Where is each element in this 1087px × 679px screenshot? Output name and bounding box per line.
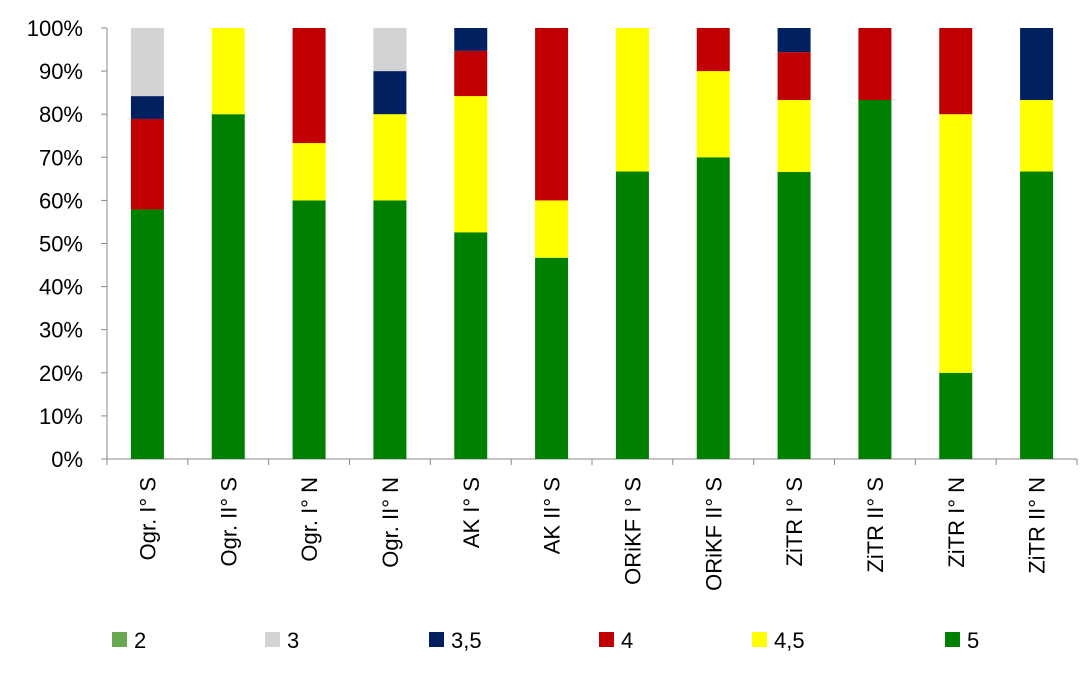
x-category-label: Ogr. II° S: [216, 477, 241, 567]
bar-segment: [535, 28, 569, 201]
bar-segment: [696, 28, 730, 72]
y-tick-label: 20%: [39, 361, 83, 386]
legend-label: 4,5: [774, 628, 805, 653]
y-tick-label: 40%: [39, 275, 83, 300]
bar-segment: [373, 200, 407, 459]
bar-segment: [292, 28, 326, 144]
bar-segment: [615, 28, 649, 172]
bar-segment: [535, 200, 569, 258]
legend-label: 2: [134, 628, 146, 653]
bar-segment: [615, 171, 649, 459]
x-category-label: ZiTR II° S: [863, 477, 888, 573]
x-category-label: AK I° S: [459, 477, 484, 548]
legend-label: 5: [967, 628, 979, 653]
bar-segment: [292, 200, 326, 459]
bar-segment: [939, 28, 973, 115]
bar-segment: [454, 232, 488, 459]
bar-segment: [858, 99, 892, 460]
bar-segment: [777, 171, 811, 460]
x-category-label: ZiTR II° N: [1025, 477, 1050, 574]
bar-segment: [373, 71, 407, 115]
y-tick-label: 70%: [39, 145, 83, 170]
bar-segment: [939, 114, 973, 373]
legend-swatch: [945, 632, 960, 647]
legend-swatch: [265, 632, 280, 647]
legend-swatch: [752, 632, 767, 647]
legend-label: 3: [287, 628, 299, 653]
x-category-label: Ogr. I° S: [135, 477, 160, 560]
bar-segment: [1020, 28, 1054, 100]
legend-label: 3,5: [451, 628, 482, 653]
legend-swatch: [599, 632, 614, 647]
bar-segment: [777, 28, 811, 53]
bar-segment: [292, 143, 326, 201]
legend-swatch: [429, 632, 444, 647]
bar-segment: [130, 209, 164, 459]
x-category-label: AK II° S: [540, 477, 565, 554]
bar-segment: [130, 28, 164, 97]
bar-segment: [939, 372, 973, 459]
bar-segment: [454, 28, 488, 51]
bar-segment: [130, 118, 164, 210]
x-category-label: ORiKF I° S: [620, 477, 645, 585]
x-category-label: Ogr. II° N: [378, 477, 403, 568]
legend: 2 3 3,5 4 4,5 5: [112, 628, 979, 653]
bar-segment: [454, 50, 488, 97]
bar-segment: [777, 99, 811, 172]
bar-segment: [211, 28, 245, 115]
x-category-label: Ogr. I° N: [297, 477, 322, 562]
bar-segment: [211, 114, 245, 459]
legend-label: 4: [621, 628, 633, 653]
legend-swatch: [112, 632, 127, 647]
y-tick-label: 10%: [39, 404, 83, 429]
y-tick-label: 30%: [39, 318, 83, 343]
bar-segment: [373, 28, 407, 72]
x-category-label: ZiTR I° N: [944, 477, 969, 568]
bar-segment: [696, 71, 730, 158]
y-tick-label: 60%: [39, 188, 83, 213]
x-axis: Ogr. I° S Ogr. II° S Ogr. I° N Ogr. II° N AK…: [106, 458, 1078, 591]
y-tick-label: 90%: [39, 59, 83, 84]
x-category-label: ORiKF II° S: [701, 477, 726, 591]
bar-stack-group: [130, 28, 1054, 460]
bar-segment: [696, 157, 730, 460]
bar-segment: [858, 28, 892, 100]
bar-segment: [454, 96, 488, 233]
y-tick-label: 80%: [39, 102, 83, 127]
y-axis: 0% 10% 20% 30% 40% 50% 60% 70% 80% 90% 100%: [27, 16, 108, 472]
y-tick-label: 50%: [39, 232, 83, 257]
y-tick-label: 0%: [51, 447, 83, 472]
bar-segment: [1020, 99, 1054, 172]
y-tick-label: 100%: [27, 16, 83, 41]
x-category-label: ZiTR I° S: [782, 477, 807, 566]
bar-segment: [535, 257, 569, 459]
bar-segment: [777, 52, 811, 100]
bar-segment: [1020, 171, 1054, 459]
bar-segment: [130, 96, 164, 119]
bar-segment: [373, 114, 407, 201]
